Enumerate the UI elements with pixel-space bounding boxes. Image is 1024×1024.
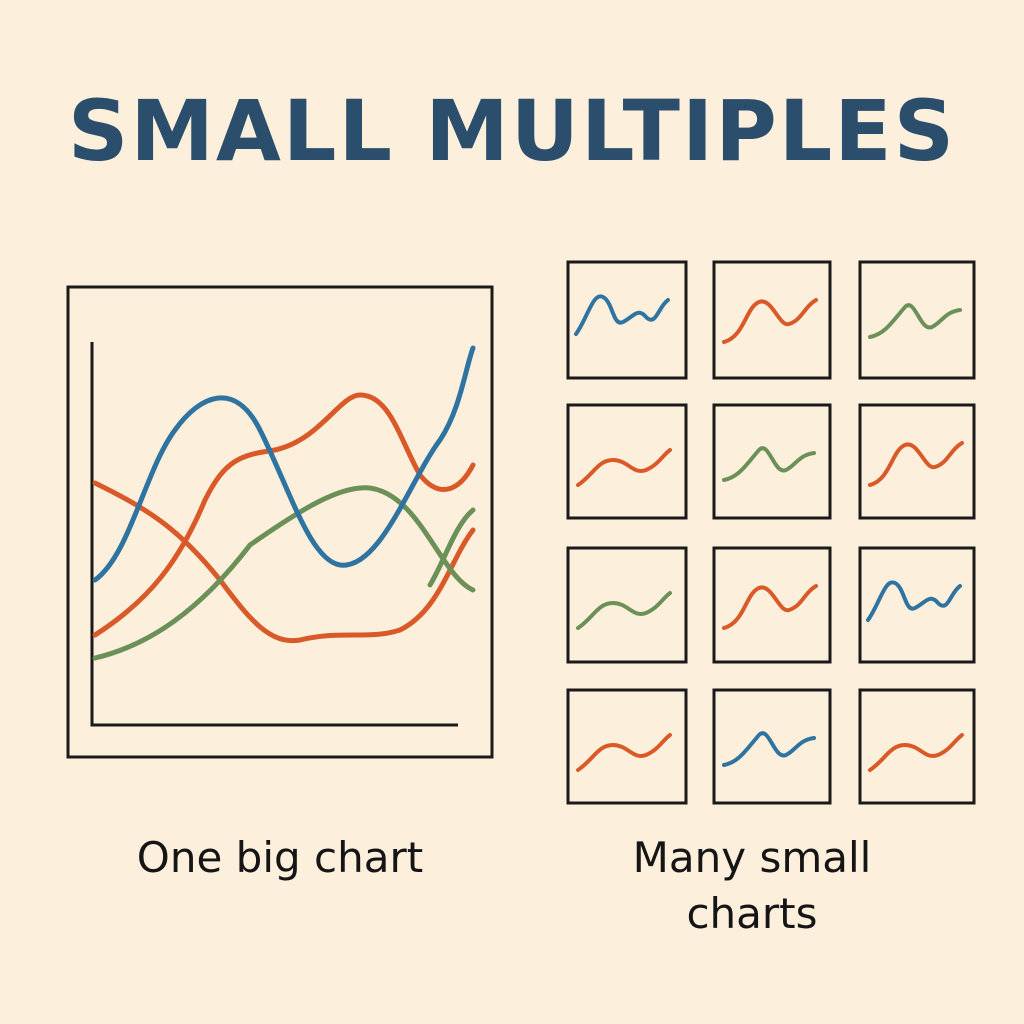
small-chart xyxy=(858,546,976,664)
title: SMALL MULTIPLES xyxy=(67,82,957,180)
small-chart xyxy=(712,260,832,380)
small-chart xyxy=(858,260,976,380)
small-chart xyxy=(712,403,832,520)
line xyxy=(92,345,476,583)
big-chart xyxy=(66,285,494,759)
big-chart-frame xyxy=(66,285,494,759)
small-multiples xyxy=(566,260,976,805)
big-chart-axes xyxy=(90,342,458,727)
small-chart xyxy=(712,688,832,805)
line xyxy=(92,485,476,661)
line xyxy=(92,480,476,644)
small-chart xyxy=(566,688,688,805)
small-chart xyxy=(858,403,976,520)
small-chart xyxy=(566,260,688,380)
small-chart xyxy=(566,546,688,664)
small-chart xyxy=(712,546,832,664)
caption: Many small charts xyxy=(632,833,872,938)
small-chart xyxy=(566,403,688,520)
line xyxy=(427,507,476,588)
caption: One big chart xyxy=(136,833,424,882)
small-chart xyxy=(858,688,976,805)
